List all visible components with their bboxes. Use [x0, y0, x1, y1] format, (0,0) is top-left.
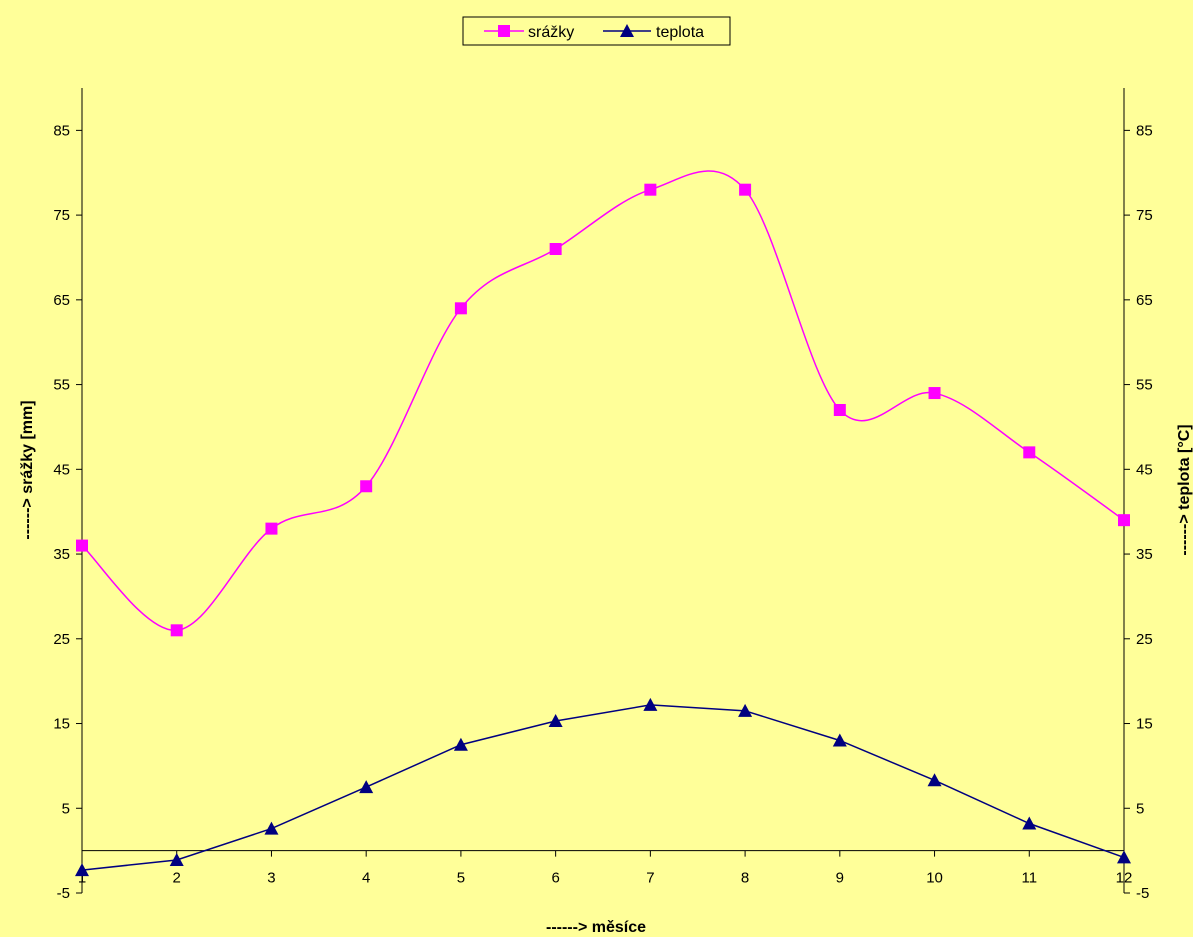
x-tick-label: 12 — [1116, 870, 1133, 887]
y-right-tick-label: 35 — [1136, 546, 1153, 563]
data-point-temperature — [927, 773, 942, 787]
y-left-tick-label: 25 — [53, 631, 70, 648]
data-point-precipitation — [360, 480, 373, 493]
y-axis-left-title: ------> srážky [mm] — [19, 400, 36, 539]
data-point-temperature — [264, 821, 279, 835]
y-right-tick-label: 65 — [1136, 292, 1153, 309]
y-left-tick-label: 55 — [53, 377, 70, 394]
y-axis-right-title: ------> teplota [°C] — [1176, 424, 1193, 555]
series-line-temperature — [81, 704, 1125, 871]
legend: srážky teplota — [462, 16, 731, 46]
legend-label-temperature: teplota — [656, 24, 704, 41]
legend-label-precipitation: srážky — [528, 24, 574, 41]
data-point-temperature — [548, 713, 563, 727]
data-point-temperature — [1022, 816, 1037, 830]
data-point-precipitation — [549, 243, 562, 255]
x-tick-label: 6 — [551, 870, 559, 887]
data-point-temperature — [1117, 850, 1131, 864]
data-point-temperature — [75, 863, 89, 877]
y-left-tick-label: 45 — [53, 461, 70, 478]
data-point-precipitation — [739, 183, 752, 196]
y-right-tick-label: 15 — [1136, 716, 1153, 733]
x-tick-label: 7 — [646, 870, 654, 887]
legend-swatch-marker-precipitation — [498, 25, 510, 37]
series-line-precipitation — [81, 170, 1125, 632]
x-tick-label: 4 — [362, 870, 370, 887]
x-tick-label: 11 — [1021, 870, 1037, 887]
data-point-temperature — [169, 852, 184, 866]
x-tick-label: 5 — [457, 870, 465, 887]
y-right-tick-label: 55 — [1136, 377, 1153, 394]
y-left-tick-label: 35 — [53, 546, 70, 563]
data-point-precipitation — [170, 624, 183, 637]
data-point-temperature — [832, 733, 847, 747]
data-point-precipitation — [1118, 514, 1130, 527]
data-point-precipitation — [265, 522, 278, 535]
data-point-precipitation — [644, 183, 657, 196]
y-left-tick-label: 65 — [53, 292, 70, 309]
y-right-tick-label: 5 — [1136, 800, 1144, 817]
data-point-precipitation — [76, 539, 88, 552]
series-temperature — [75, 697, 1131, 877]
x-tick-label: 2 — [173, 870, 181, 887]
x-tick-label: 10 — [926, 870, 943, 887]
data-point-temperature — [738, 703, 753, 717]
y-right-tick-label: 85 — [1136, 122, 1153, 139]
x-tick-label: 3 — [267, 870, 275, 887]
data-point-precipitation — [833, 404, 846, 416]
data-point-temperature — [359, 780, 374, 794]
data-point-temperature — [643, 697, 658, 711]
y-left-tick-label: 85 — [53, 122, 70, 139]
x-tick-label: 9 — [836, 870, 844, 887]
legend-swatch-marker-temperature — [620, 24, 634, 37]
x-axis-title: ------> měsíce — [546, 919, 646, 936]
y-left-tick-label: -5 — [57, 885, 70, 902]
y-left-tick-label: 75 — [53, 207, 70, 224]
x-tick-label: 1 — [78, 870, 86, 887]
data-point-temperature — [453, 737, 468, 751]
y-left-tick-label: 15 — [53, 716, 70, 733]
series-precipitation — [76, 170, 1130, 637]
series-layer — [75, 170, 1131, 877]
y-left-tick-label: 5 — [62, 800, 70, 817]
data-point-precipitation — [454, 302, 467, 315]
y-right-tick-label: 45 — [1136, 461, 1153, 478]
data-point-precipitation — [1023, 446, 1036, 459]
y-right-tick-label: 25 — [1136, 631, 1153, 648]
x-tick-label: 8 — [741, 870, 749, 887]
y-right-tick-label: 75 — [1136, 207, 1153, 224]
y-right-tick-label: -5 — [1136, 885, 1149, 902]
data-point-precipitation — [928, 387, 941, 400]
